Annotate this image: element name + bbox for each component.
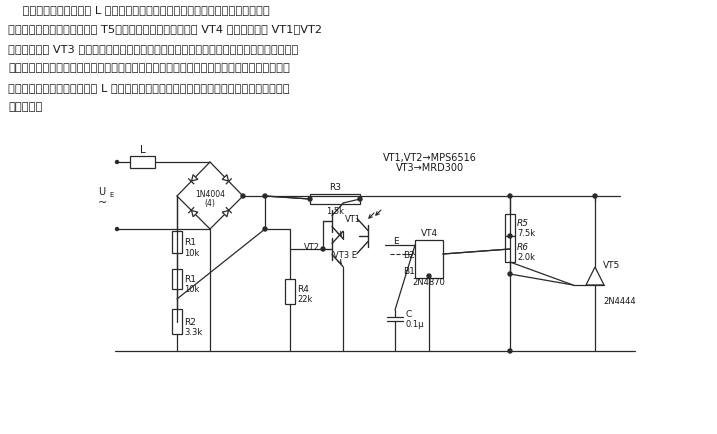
Text: VT1: VT1	[345, 215, 361, 224]
Polygon shape	[222, 175, 229, 181]
Bar	[505, 237, 515, 263]
Text: 2N4444: 2N4444	[603, 297, 636, 306]
Text: 10k: 10k	[184, 249, 199, 258]
Text: U: U	[98, 187, 105, 197]
Circle shape	[241, 194, 245, 198]
Circle shape	[508, 194, 512, 198]
Circle shape	[321, 247, 325, 251]
Text: 10k: 10k	[184, 285, 199, 294]
Text: R3: R3	[329, 183, 341, 191]
Text: VT4: VT4	[420, 228, 437, 237]
Bar	[415, 240, 443, 278]
Text: 3.3k: 3.3k	[184, 328, 202, 337]
Text: R1: R1	[184, 238, 196, 247]
Text: B1: B1	[403, 267, 415, 276]
Circle shape	[427, 274, 431, 278]
Bar	[505, 214, 515, 237]
Text: L: L	[140, 145, 146, 155]
Text: 1N4004: 1N4004	[195, 190, 225, 199]
Bar	[130, 157, 155, 169]
Text: R1: R1	[184, 275, 196, 284]
Bar	[285, 279, 295, 304]
Text: VT3→MRD300: VT3→MRD300	[396, 163, 464, 173]
Text: ~: ~	[98, 197, 107, 207]
Text: R6: R6	[517, 243, 529, 252]
Text: 电路中为了稳定投影灯 L 的亮度，采用晶闸管交流自动调压电路。为此从交流桥: 电路中为了稳定投影灯 L 的亮度，采用晶闸管交流自动调压电路。为此从交流桥	[8, 5, 270, 15]
Polygon shape	[191, 175, 198, 181]
Text: 2.0k: 2.0k	[517, 253, 535, 262]
Bar	[310, 194, 360, 204]
Circle shape	[508, 234, 512, 238]
Text: 路的一条对角线上接入晶闸管 T5。其触发脉冲由单结晶体管 VT4 产生。晶体管 VT1、VT2: 路的一条对角线上接入晶闸管 T5。其触发脉冲由单结晶体管 VT4 产生。晶体管 …	[8, 24, 322, 34]
Text: 7.5k: 7.5k	[517, 229, 535, 238]
Text: VT2: VT2	[304, 243, 320, 252]
Circle shape	[263, 227, 267, 231]
Polygon shape	[191, 211, 198, 217]
Text: 大或减小晶闸管导通时间，使 L 上的电压近似保持不变，投影灯的亮度也近似保持不变，使: 大或减小晶闸管导通时间，使 L 上的电压近似保持不变，投影灯的亮度也近似保持不变…	[8, 83, 290, 93]
Text: 的阻值变化，控制单结晶体管的电压相位也发生变化，从而使触发晶闸管的脉冲相位移动，增: 的阻值变化，控制单结晶体管的电压相位也发生变化，从而使触发晶闸管的脉冲相位移动，…	[8, 63, 290, 73]
Circle shape	[175, 320, 179, 324]
Circle shape	[593, 194, 597, 198]
Text: VT5: VT5	[603, 260, 620, 269]
Text: 0.1μ: 0.1μ	[405, 320, 424, 329]
Text: B2: B2	[403, 250, 414, 259]
Text: R5: R5	[517, 219, 529, 228]
Text: 光线稳定。: 光线稳定。	[8, 102, 42, 112]
Text: 22k: 22k	[297, 294, 313, 303]
Circle shape	[508, 349, 512, 353]
Polygon shape	[222, 211, 229, 217]
Bar	[172, 231, 182, 253]
Text: E: E	[109, 191, 113, 197]
Text: E: E	[393, 237, 399, 246]
Text: C: C	[405, 310, 412, 319]
Circle shape	[115, 228, 118, 231]
Circle shape	[308, 197, 312, 201]
Bar	[172, 309, 182, 334]
Text: 和光敏三极管 VT3 起等效电阻作用。当投影灯的光线因电源电压变化而变化时，光敏三极管: 和光敏三极管 VT3 起等效电阻作用。当投影灯的光线因电源电压变化而变化时，光敏…	[8, 44, 298, 54]
Text: (4): (4)	[204, 199, 215, 208]
Text: R2: R2	[184, 318, 196, 327]
Text: VT1,VT2→MPS6516: VT1,VT2→MPS6516	[383, 153, 477, 163]
Circle shape	[358, 197, 362, 201]
Text: 2N4870: 2N4870	[412, 277, 445, 286]
Circle shape	[263, 194, 267, 198]
Text: R4: R4	[297, 284, 309, 293]
Text: VT3 E: VT3 E	[333, 250, 357, 259]
Bar	[172, 270, 182, 289]
Circle shape	[508, 273, 512, 276]
Circle shape	[115, 161, 118, 164]
Text: 1.5k: 1.5k	[326, 207, 344, 216]
